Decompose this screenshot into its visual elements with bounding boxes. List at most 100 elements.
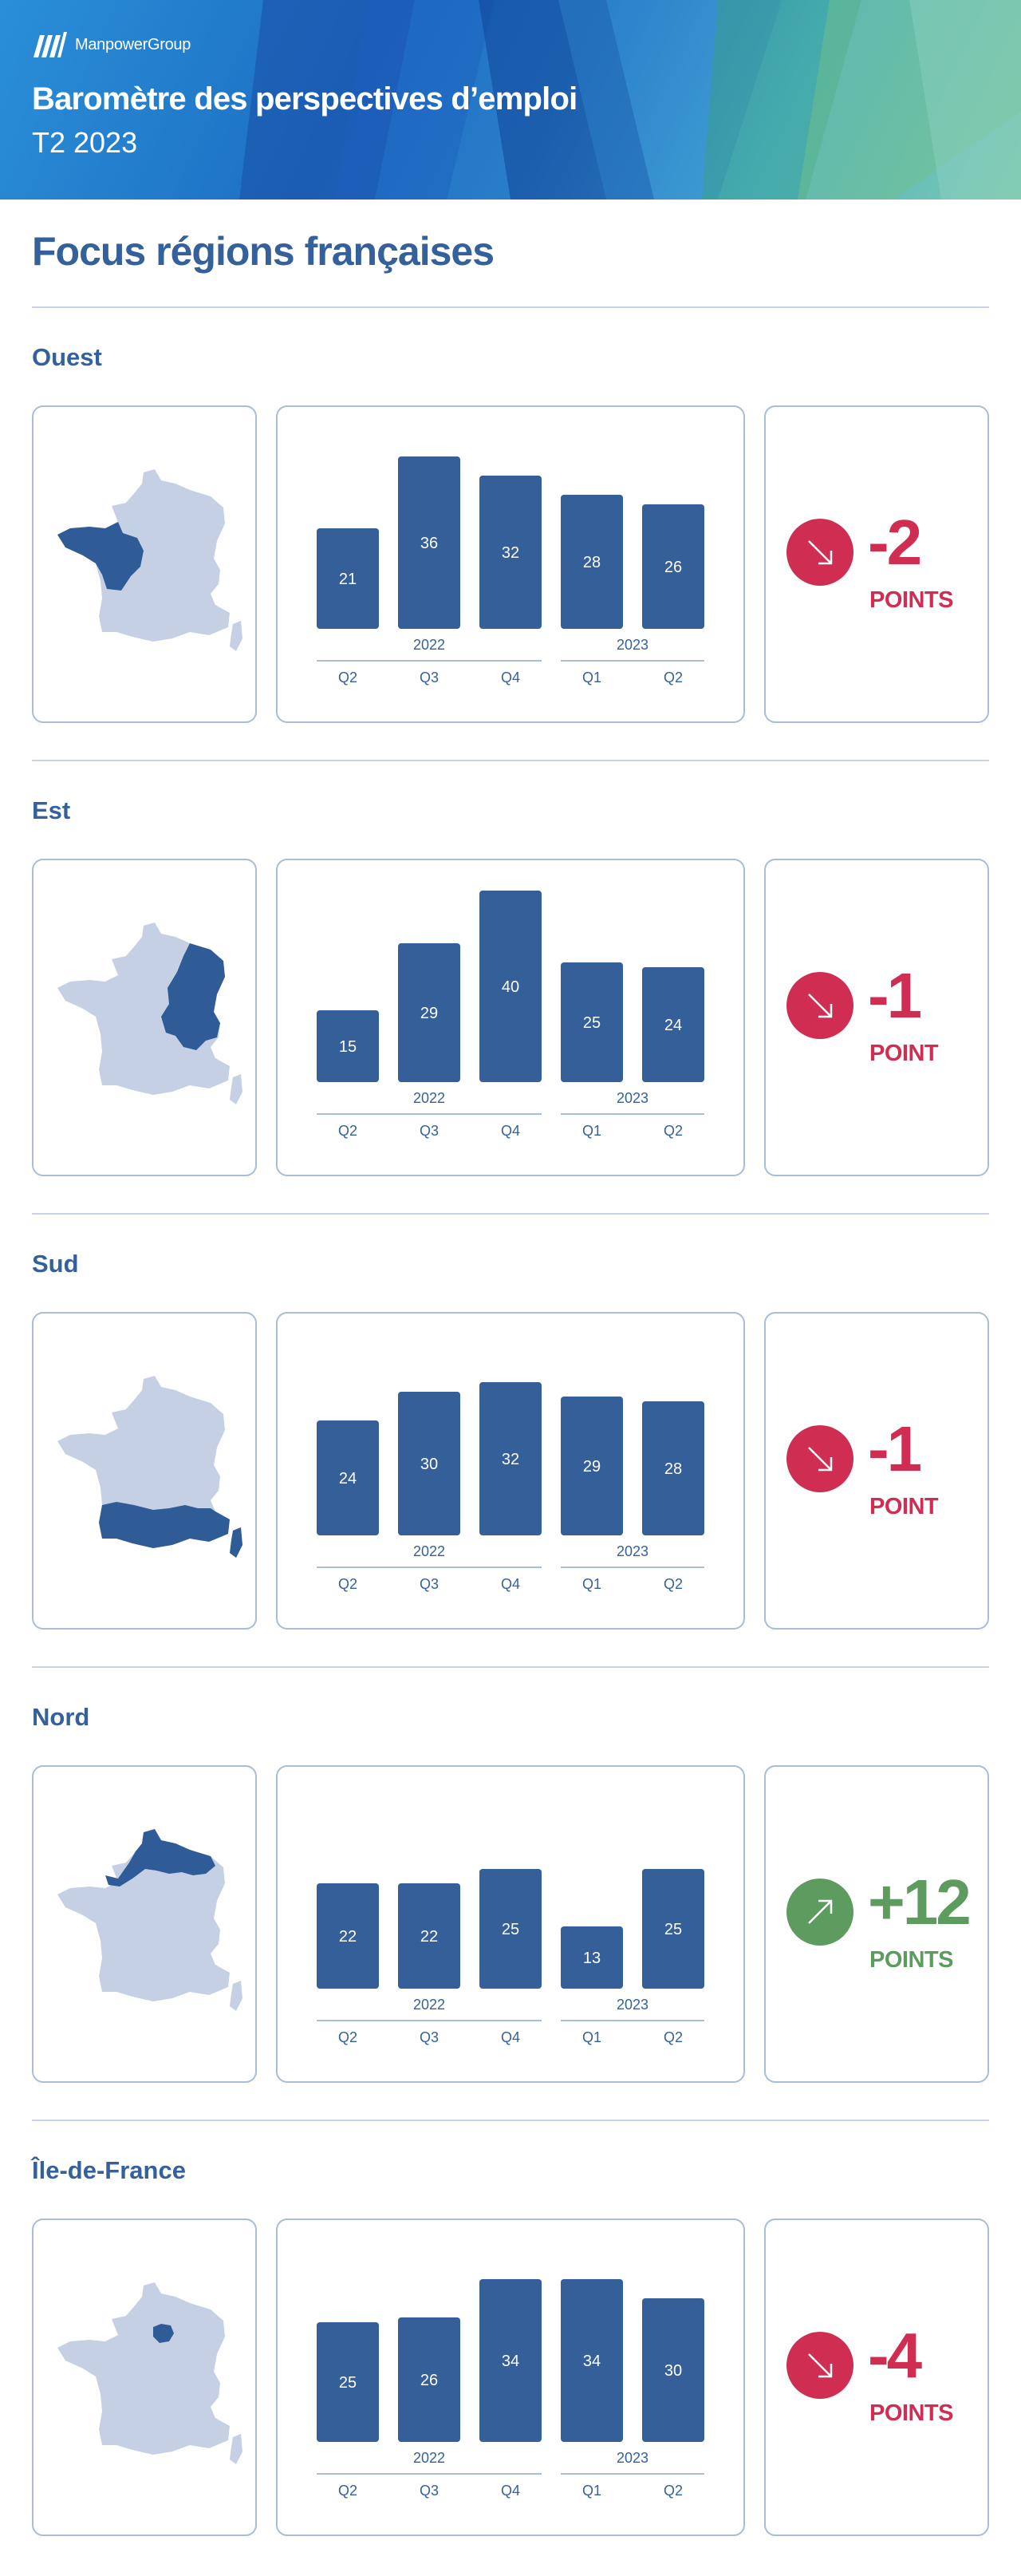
delta-value: -4 xyxy=(868,2320,922,2391)
year-group-label: 2023 xyxy=(617,2450,648,2466)
bar-value-label: 24 xyxy=(664,1017,682,1034)
corsica-outline xyxy=(230,621,242,651)
delta-circle xyxy=(786,2332,853,2399)
page-title: Focus régions françaises xyxy=(32,229,495,274)
map-card-nord xyxy=(32,1765,257,2083)
delta-unit: POINTS xyxy=(869,2400,953,2426)
delta-circle xyxy=(786,519,853,586)
bar-value-label: 25 xyxy=(583,1014,601,1032)
x-tick-label: Q2 xyxy=(338,2483,357,2499)
corsica-outline xyxy=(230,1074,242,1104)
x-tick-label: Q2 xyxy=(338,2029,357,2045)
x-tick-label: Q2 xyxy=(338,1123,357,1139)
brand-name: ManpowerGroup xyxy=(75,35,191,53)
corsica-outline xyxy=(230,2434,242,2464)
delta-value: -2 xyxy=(868,507,922,578)
france-map-ouest xyxy=(57,469,242,651)
highlighted-region xyxy=(57,522,144,591)
bar-ouest-3 xyxy=(561,495,623,629)
region-divider xyxy=(32,2120,989,2121)
year-group-label: 2022 xyxy=(413,637,445,653)
x-tick-label: Q2 xyxy=(664,1123,683,1139)
bar-value-label: 29 xyxy=(583,1458,601,1476)
france-map-est xyxy=(57,923,242,1104)
map-card-est xyxy=(32,859,257,1176)
delta-value: -1 xyxy=(868,1413,922,1484)
france-map-sud xyxy=(57,1376,242,1558)
delta-card-est: -1 POINT xyxy=(764,859,989,1176)
france-outline xyxy=(57,1376,230,1548)
delta-card-ouest: -2 POINTS xyxy=(764,405,989,723)
bar-value-label: 15 xyxy=(339,1038,357,1056)
bar-value-label: 13 xyxy=(583,1950,601,1967)
bar-value-label: 34 xyxy=(583,2353,601,2370)
arrow-down-right-icon xyxy=(808,1447,833,1472)
header-subtitle: T2 2023 xyxy=(32,126,138,159)
bar-value-label: 30 xyxy=(420,1456,438,1473)
bar-ile-de-france-1 xyxy=(398,2317,460,2442)
bar-nord-3 xyxy=(561,1926,623,1989)
bar-value-label: 40 xyxy=(502,978,519,996)
x-tick-label: Q2 xyxy=(338,670,357,685)
bar-value-label: 26 xyxy=(420,2372,438,2389)
bar-value-label: 28 xyxy=(583,554,601,571)
chart-card-sud: 24 Q2 30 Q3 32 Q4 29 Q1 28 Q2 2022 2023 xyxy=(276,1312,745,1630)
highlighted-region xyxy=(105,1829,215,1887)
arrow-up-right-icon xyxy=(808,1899,833,1924)
bar-chart-nord: 22 Q2 22 Q3 25 Q4 13 Q1 25 Q2 2022 2023 xyxy=(317,1869,704,2045)
bar-value-label: 30 xyxy=(664,2362,682,2380)
x-tick-label: Q3 xyxy=(420,2483,439,2499)
delta-value: -1 xyxy=(868,960,922,1031)
delta-unit: POINTS xyxy=(869,587,953,613)
bar-value-label: 21 xyxy=(339,571,357,588)
bar-ile-de-france-2 xyxy=(479,2279,542,2442)
x-tick-label: Q3 xyxy=(420,1576,439,1592)
bar-ile-de-france-0 xyxy=(317,2322,379,2442)
year-group-label: 2023 xyxy=(617,1997,648,2013)
year-group-label: 2022 xyxy=(413,1543,445,1559)
x-tick-label: Q2 xyxy=(664,2483,683,2499)
x-tick-label: Q2 xyxy=(338,1576,357,1592)
bar-value-label: 34 xyxy=(502,2353,519,2370)
x-tick-label: Q1 xyxy=(582,2029,601,2045)
year-group-label: 2023 xyxy=(617,1090,648,1106)
region-title-ouest: Ouest xyxy=(32,343,102,371)
chart-card-nord: 22 Q2 22 Q3 25 Q4 13 Q1 25 Q2 2022 2023 xyxy=(276,1765,745,2083)
bar-sud-4 xyxy=(642,1401,704,1535)
delta-card-ile-de-france: -4 POINTS xyxy=(764,2218,989,2536)
region-title-nord: Nord xyxy=(32,1703,90,1731)
bar-chart-ile-de-france: 25 Q2 26 Q3 34 Q4 34 Q1 30 Q2 2022 2023 xyxy=(317,2279,704,2499)
delta-circle xyxy=(786,972,853,1039)
bar-est-2 xyxy=(479,891,542,1082)
bar-nord-0 xyxy=(317,1883,379,1989)
bar-value-label: 26 xyxy=(664,559,682,576)
year-group-label: 2022 xyxy=(413,1090,445,1106)
x-tick-label: Q3 xyxy=(420,670,439,685)
year-group-label: 2022 xyxy=(413,1997,445,2013)
bar-est-3 xyxy=(561,962,623,1082)
x-tick-label: Q4 xyxy=(501,1576,520,1592)
corsica-outline xyxy=(230,1981,242,2011)
bar-value-label: 25 xyxy=(502,1921,519,1938)
delta-unit: POINT xyxy=(869,1494,939,1519)
region-divider xyxy=(32,760,989,761)
x-tick-label: Q1 xyxy=(582,1576,601,1592)
bar-ile-de-france-3 xyxy=(561,2279,623,2442)
bar-sud-3 xyxy=(561,1397,623,1535)
delta-circle xyxy=(786,1425,853,1492)
header-title: Baromètre des perspectives d’emploi xyxy=(32,81,578,117)
region-title-sud: Sud xyxy=(32,1250,79,1278)
bar-ouest-2 xyxy=(479,476,542,629)
chart-card-ouest: 21 Q2 36 Q3 32 Q4 28 Q1 26 Q2 2022 2023 xyxy=(276,405,745,723)
region-divider xyxy=(32,1666,989,1668)
bar-chart-sud: 24 Q2 30 Q3 32 Q4 29 Q1 28 Q2 2022 2023 xyxy=(317,1382,704,1592)
bar-value-label: 32 xyxy=(502,544,519,562)
bar-chart-est: 15 Q2 29 Q3 40 Q4 25 Q1 24 Q2 2022 2023 xyxy=(317,891,704,1139)
highlighted-region xyxy=(230,1527,242,1558)
chart-card-est: 15 Q2 29 Q3 40 Q4 25 Q1 24 Q2 2022 2023 xyxy=(276,859,745,1176)
bar-nord-1 xyxy=(398,1883,460,1989)
bar-value-label: 22 xyxy=(420,1928,438,1946)
year-group-label: 2023 xyxy=(617,637,648,653)
bar-value-label: 25 xyxy=(664,1921,682,1938)
x-tick-label: Q2 xyxy=(664,1576,683,1592)
